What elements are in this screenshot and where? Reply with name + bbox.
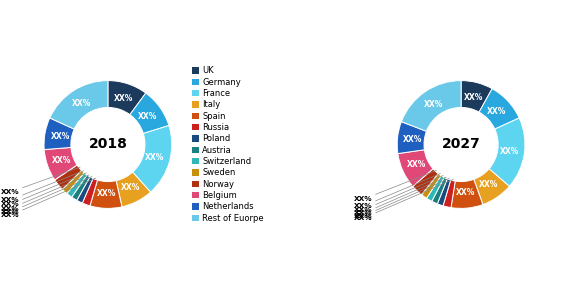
Text: XX%: XX% bbox=[1, 171, 84, 203]
Text: XX%: XX% bbox=[354, 178, 450, 219]
Text: XX%: XX% bbox=[354, 174, 440, 209]
Text: XX%: XX% bbox=[479, 180, 498, 189]
Wedge shape bbox=[116, 172, 151, 207]
Wedge shape bbox=[432, 177, 447, 204]
Text: XX%: XX% bbox=[51, 131, 70, 140]
Wedge shape bbox=[133, 125, 172, 192]
Wedge shape bbox=[67, 173, 87, 197]
Wedge shape bbox=[397, 122, 426, 153]
Wedge shape bbox=[44, 147, 77, 180]
Wedge shape bbox=[398, 150, 433, 186]
Text: XX%: XX% bbox=[145, 153, 164, 162]
Text: XX%: XX% bbox=[354, 179, 453, 221]
Wedge shape bbox=[83, 178, 97, 206]
Wedge shape bbox=[50, 81, 108, 129]
Text: XX%: XX% bbox=[97, 188, 116, 198]
Text: XX%: XX% bbox=[464, 93, 483, 102]
Wedge shape bbox=[489, 118, 525, 186]
Wedge shape bbox=[438, 179, 451, 206]
Wedge shape bbox=[130, 93, 169, 134]
Text: XX%: XX% bbox=[354, 175, 443, 213]
Wedge shape bbox=[44, 118, 74, 150]
Wedge shape bbox=[63, 171, 84, 193]
Text: XX%: XX% bbox=[424, 100, 443, 109]
Text: XX%: XX% bbox=[52, 156, 72, 165]
Wedge shape bbox=[461, 81, 492, 112]
Text: XX%: XX% bbox=[113, 94, 133, 103]
Text: 2018: 2018 bbox=[89, 138, 127, 151]
Text: XX%: XX% bbox=[354, 177, 446, 216]
Wedge shape bbox=[422, 174, 441, 198]
Text: XX%: XX% bbox=[500, 147, 519, 156]
Text: XX%: XX% bbox=[1, 178, 96, 218]
Wedge shape bbox=[55, 165, 81, 189]
Wedge shape bbox=[72, 175, 90, 200]
Wedge shape bbox=[427, 176, 444, 201]
Wedge shape bbox=[479, 89, 519, 129]
Wedge shape bbox=[77, 177, 93, 203]
Text: XX%: XX% bbox=[1, 173, 86, 208]
Text: 2027: 2027 bbox=[442, 138, 480, 151]
Wedge shape bbox=[413, 169, 438, 195]
Text: XX%: XX% bbox=[407, 160, 427, 169]
Text: XX%: XX% bbox=[456, 188, 475, 197]
Text: XX%: XX% bbox=[487, 107, 506, 116]
Text: XX%: XX% bbox=[1, 177, 92, 215]
Legend: UK, Germany, France, Italy, Spain, Russia, Poland, Austria, Switzerland, Sweden,: UK, Germany, France, Italy, Spain, Russi… bbox=[192, 66, 263, 223]
Wedge shape bbox=[451, 179, 483, 208]
Text: XX%: XX% bbox=[354, 171, 436, 202]
Wedge shape bbox=[90, 180, 122, 208]
Text: XX%: XX% bbox=[121, 183, 140, 192]
Text: XX%: XX% bbox=[403, 135, 423, 144]
Wedge shape bbox=[443, 180, 455, 208]
Text: XX%: XX% bbox=[1, 175, 89, 212]
Wedge shape bbox=[401, 81, 461, 131]
Wedge shape bbox=[474, 169, 509, 205]
Wedge shape bbox=[108, 81, 146, 115]
Text: XX%: XX% bbox=[72, 99, 92, 108]
Text: XX%: XX% bbox=[1, 167, 80, 195]
Text: XX%: XX% bbox=[138, 112, 157, 121]
